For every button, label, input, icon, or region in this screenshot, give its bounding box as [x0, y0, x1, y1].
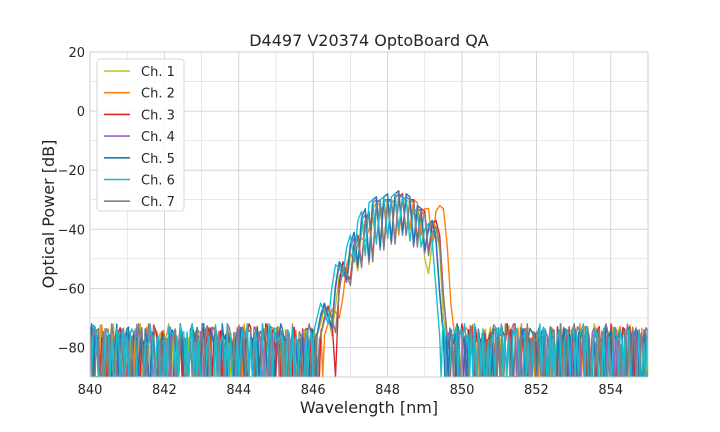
x-tick-label: 854	[598, 383, 623, 398]
chart-title: D4497 V20374 OptoBoard QA	[249, 31, 489, 50]
y-axis-label: Optical Power [dB]	[39, 140, 58, 289]
x-tick-label: 844	[226, 383, 251, 398]
x-tick-label: 852	[524, 383, 549, 398]
legend: Ch. 1 Ch. 2 Ch. 3 Ch. 4 Ch. 5 Ch. 6 Ch. 7	[96, 58, 185, 212]
x-tick-label: 842	[152, 383, 177, 398]
y-tick-label: 20	[68, 46, 85, 61]
y-tick-label: 0	[77, 105, 85, 120]
legend-label: Ch. 7	[141, 195, 175, 210]
y-tick-label: −80	[58, 341, 85, 356]
x-tick-label: 850	[450, 383, 475, 398]
legend-label: Ch. 3	[141, 108, 175, 123]
series-layer	[90, 190, 648, 377]
plot-frame	[89, 51, 649, 378]
series-line-6	[90, 193, 648, 377]
x-tick-label: 846	[301, 383, 326, 398]
x-axis-label: Wavelength [nm]	[300, 398, 438, 417]
x-tick-label: 840	[78, 383, 103, 398]
legend-label: Ch. 1	[141, 65, 175, 80]
legend-label: Ch. 6	[141, 174, 175, 189]
y-tick-label: −40	[58, 223, 85, 238]
series-line-7	[90, 196, 648, 377]
legend-label: Ch. 4	[141, 130, 175, 145]
tick-labels: 840 842 844 846 848 850 852 854 20 0 −20 −40 −60 −80	[58, 46, 624, 398]
legend-label: Ch. 2	[141, 87, 175, 102]
x-tick-label: 848	[375, 383, 400, 398]
y-tick-label: −60	[58, 282, 85, 297]
legend-label: Ch. 5	[141, 152, 175, 167]
legend-box	[96, 58, 185, 212]
y-tick-label: −20	[58, 164, 85, 179]
